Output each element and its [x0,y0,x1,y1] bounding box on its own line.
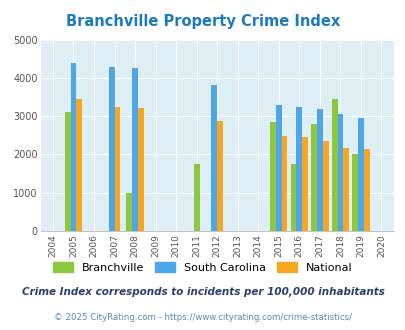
Bar [65,112,70,231]
Bar [357,118,363,231]
Bar [70,63,76,231]
Bar [290,164,296,231]
Text: © 2025 CityRating.com - https://www.cityrating.com/crime-statistics/: © 2025 CityRating.com - https://www.city… [54,313,351,322]
Bar [331,99,337,231]
Bar [311,124,316,231]
Bar [281,136,287,231]
Bar [363,149,369,231]
Bar [217,121,222,231]
Bar [275,106,281,231]
Bar [269,122,275,231]
Bar [76,99,82,231]
Bar [301,137,307,231]
Bar [126,193,132,231]
Text: Crime Index corresponds to incidents per 100,000 inhabitants: Crime Index corresponds to incidents per… [21,287,384,297]
Bar [132,68,138,231]
Bar [211,85,217,231]
Bar [193,164,199,231]
Text: Branchville Property Crime Index: Branchville Property Crime Index [66,14,339,29]
Bar [343,148,348,231]
Bar [138,108,143,231]
Bar [109,67,114,231]
Bar [296,107,301,231]
Bar [337,114,343,231]
Bar [316,109,322,231]
Bar [114,107,120,231]
Bar [352,154,357,231]
Bar [322,141,328,231]
Legend: Branchville, South Carolina, National: Branchville, South Carolina, National [49,258,356,278]
